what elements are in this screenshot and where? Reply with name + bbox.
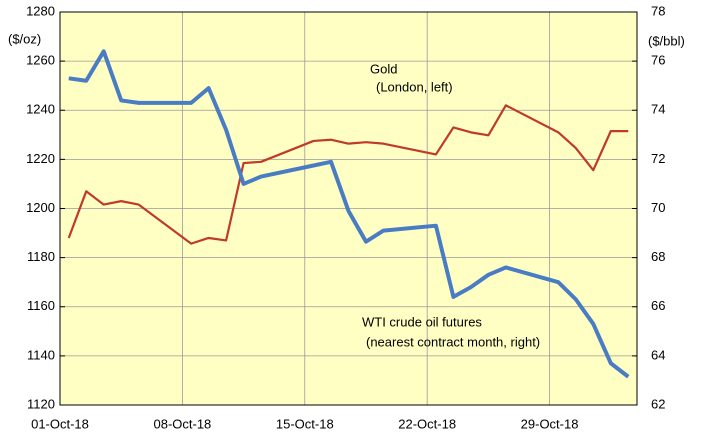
plot-frame — [59, 11, 638, 406]
y2-tick-label: 74 — [651, 102, 665, 117]
x-tick-label: 22-Oct-18 — [398, 416, 456, 431]
y-axis-label: ($/oz) — [8, 31, 41, 46]
x-tick-label: 15-Oct-18 — [276, 416, 334, 431]
y-tick-label: 1120 — [27, 396, 55, 411]
y-tick-label: 1240 — [26, 102, 55, 117]
y-tick-label: 1280 — [26, 3, 55, 18]
x-tick-label: 01-Oct-18 — [31, 416, 89, 431]
annotation: Gold — [370, 61, 397, 76]
y2-tick-label: 78 — [651, 3, 665, 18]
line — [68, 49, 630, 379]
y2-tick-label: 62 — [651, 396, 665, 411]
y2-axis-label: ($/bbl) — [648, 33, 685, 48]
y2-tick-label: 64 — [651, 347, 665, 362]
annotation: (nearest contract month, right) — [366, 334, 540, 349]
y-tick-label: 1200 — [26, 200, 55, 215]
x-tick-label: 08-Oct-18 — [153, 416, 211, 431]
y2-tick-label: 70 — [651, 200, 665, 215]
y-tick-label: 1260 — [26, 53, 55, 68]
x-tick-label: 29-Oct-18 — [521, 416, 579, 431]
y2-tick-label: 66 — [651, 298, 665, 313]
annotation: (London, left) — [376, 79, 453, 94]
y-tick-label: 1160 — [27, 298, 55, 313]
y2-tick-label: 76 — [651, 53, 665, 68]
annotation: WTI crude oil futures — [362, 314, 482, 329]
y-tick-label: 1220 — [26, 151, 55, 166]
y-tick-label: 1140 — [27, 347, 55, 362]
y2-tick-label: 68 — [651, 249, 665, 264]
y-tick-label: 1180 — [27, 249, 55, 264]
y2-tick-label: 72 — [651, 151, 665, 166]
line — [67, 104, 629, 245]
